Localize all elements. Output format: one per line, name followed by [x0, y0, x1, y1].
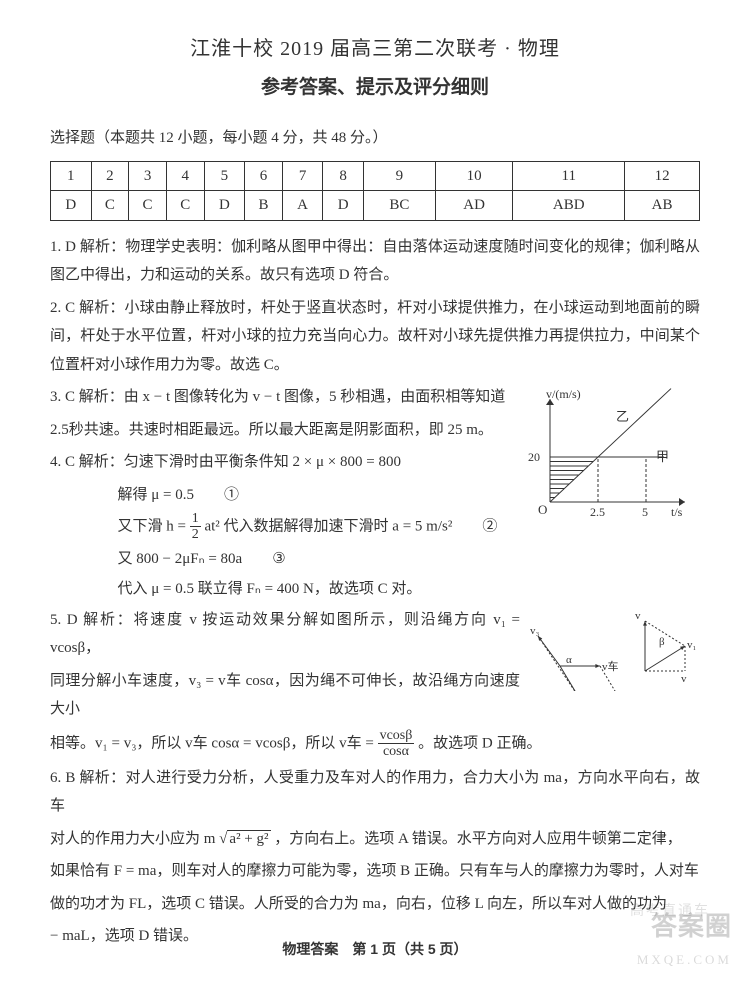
answer-col-head: 10: [435, 161, 513, 191]
q4-line5: 代入 μ = 0.5 联立得 Fₙ = 400 N，故选项 C 对。: [50, 575, 700, 604]
answer-col-head: 11: [513, 161, 625, 191]
answer-col-head: 5: [204, 161, 245, 191]
svg-text:5: 5: [642, 505, 648, 519]
explanation-q2: 2. C 解析：小球由静止释放时，杆处于竖直状态时，杆对小球提供推力，在小球运动…: [50, 294, 700, 380]
q6-line2-post: ，方向右上。选项 A 错误。水平方向对人应用牛顿第二定律，: [274, 831, 682, 847]
svg-text:v₁: v₁: [687, 639, 697, 651]
svg-text:乙: 乙: [616, 409, 629, 424]
q4-line3-post: at² 代入数据解得加速下滑时 a = 5 m/s² ②: [204, 518, 497, 534]
q3-line1: 解析：由 x − t 图像转化为 v − t 图像，5 秒相遇，由面积相等知道: [79, 389, 506, 405]
answer-col-head: 4: [166, 161, 204, 191]
vector-diagrams: αv₃v₄v车βvv₁v: [530, 606, 700, 702]
q2-text: 解析：小球由静止释放时，杆处于竖直状态时，杆对小球提供推力，在小球运动到地面前的…: [50, 300, 700, 373]
svg-text:t/s: t/s: [671, 505, 683, 519]
explanation-q1: 1. D 解析：物理学史表明：伽利略从图甲中得出：自由落体运动速度随时间变化的规…: [50, 233, 700, 290]
exam-title: 江淮十校 2019 届高三第二次联考 · 物理: [50, 30, 700, 68]
answer-col-val: C: [129, 191, 167, 221]
sqrt-expr: a² + g²: [227, 830, 270, 847]
q2-label: 2. C: [50, 300, 75, 316]
answer-col-val: AB: [625, 191, 700, 221]
answer-table: 123456789101112 DCCCDBADBCADABDAB: [50, 161, 700, 221]
answer-col-val: D: [51, 191, 92, 221]
q4-line3-pre: 又下滑 h =: [118, 518, 190, 534]
page-footer: 物理答案 第 1 页（共 5 页）: [0, 936, 750, 963]
fraction-vcos: vcosβcosα: [378, 728, 415, 760]
q6-line2-pre: 对人的作用力大小应为 m: [50, 831, 219, 847]
answer-col-val: D: [204, 191, 245, 221]
q5-label: 5. D: [50, 612, 78, 628]
answer-col-head: 2: [91, 161, 129, 191]
answer-col-val: D: [323, 191, 364, 221]
answer-col-val: ABD: [513, 191, 625, 221]
explanation-q6: 6. B 解析：对人进行受力分析，人受重力及车对人的作用力，合力大小为 ma，方…: [50, 764, 700, 821]
q5-line3-pre: 相等。v₁ = v₃，所以 v车 cosα = vcosβ，所以 v车 =: [50, 735, 378, 751]
svg-text:β: β: [659, 636, 665, 648]
q5-line3-post: 。故选项 D 正确。: [418, 735, 541, 751]
answer-col-val: C: [91, 191, 129, 221]
answer-col-head: 3: [129, 161, 167, 191]
q1-text: 解析：物理学史表明：伽利略从图甲中得出：自由落体运动速度随时间变化的规律；伽利略…: [50, 239, 700, 284]
q5-line3: 相等。v₁ = v₃，所以 v车 cosα = vcosβ，所以 v车 = vc…: [50, 728, 700, 760]
q4-line1: 解析：匀速下滑时由平衡条件知 2 × μ × 800 = 800: [79, 454, 401, 470]
svg-text:v车: v车: [602, 659, 619, 673]
q3-label: 3. C: [50, 389, 75, 405]
svg-text:v₃: v₃: [530, 625, 540, 637]
answer-col-head: 9: [363, 161, 435, 191]
fraction-half: 12: [190, 511, 201, 543]
answer-col-head: 1: [51, 161, 92, 191]
section-intro: 选择题（本题共 12 小题，每小题 4 分，共 48 分。）: [50, 124, 700, 153]
answer-col-head: 8: [323, 161, 364, 191]
q6-label: 6. B: [50, 770, 75, 786]
title-block: 江淮十校 2019 届高三第二次联考 · 物理 参考答案、提示及评分细则: [50, 30, 700, 106]
svg-text:v: v: [635, 610, 641, 622]
svg-text:2.5: 2.5: [590, 505, 605, 519]
svg-text:20: 20: [528, 450, 540, 464]
answer-col-val: A: [282, 191, 323, 221]
answer-col-head: 7: [282, 161, 323, 191]
answer-col-val: B: [245, 191, 283, 221]
answer-col-head: 6: [245, 161, 283, 191]
svg-text:v: v: [681, 673, 687, 685]
q4-label: 4. C: [50, 454, 75, 470]
q1-label: 1. D: [50, 239, 76, 255]
q5-line1: 解析：将速度 v 按运动效果分解如图所示，则沿绳方向 v₁ = vcosβ，: [50, 612, 520, 657]
answer-col-val: AD: [435, 191, 513, 221]
answer-col-val: C: [166, 191, 204, 221]
q6-line4: 做的功才为 FL，选项 C 错误。人所受的合力为 ma，向右，位移 L 向左，所…: [50, 890, 700, 919]
answer-col-val: BC: [363, 191, 435, 221]
q4-line4: 又 800 − 2μFₙ = 80a ③: [50, 545, 700, 574]
svg-text:α: α: [566, 654, 572, 666]
exam-subtitle: 参考答案、提示及评分细则: [50, 70, 700, 106]
q6-line1: 解析：对人进行受力分析，人受重力及车对人的作用力，合力大小为 ma，方向水平向右…: [50, 770, 700, 815]
svg-text:甲: 甲: [656, 449, 669, 464]
q6-line2: 对人的作用力大小应为 m √a² + g² ，方向右上。选项 A 错误。水平方向…: [50, 825, 700, 854]
answer-col-head: 12: [625, 161, 700, 191]
vt-chart: 20 2.5 5 Ov/(m/s) t/s 甲 乙: [520, 387, 700, 538]
svg-text:v/(m/s): v/(m/s): [546, 387, 581, 401]
q6-line3: 如果恰有 F = ma，则车对人的摩擦力可能为零，选项 B 正确。只有车与人的摩…: [50, 857, 700, 886]
svg-text:O: O: [538, 502, 547, 517]
